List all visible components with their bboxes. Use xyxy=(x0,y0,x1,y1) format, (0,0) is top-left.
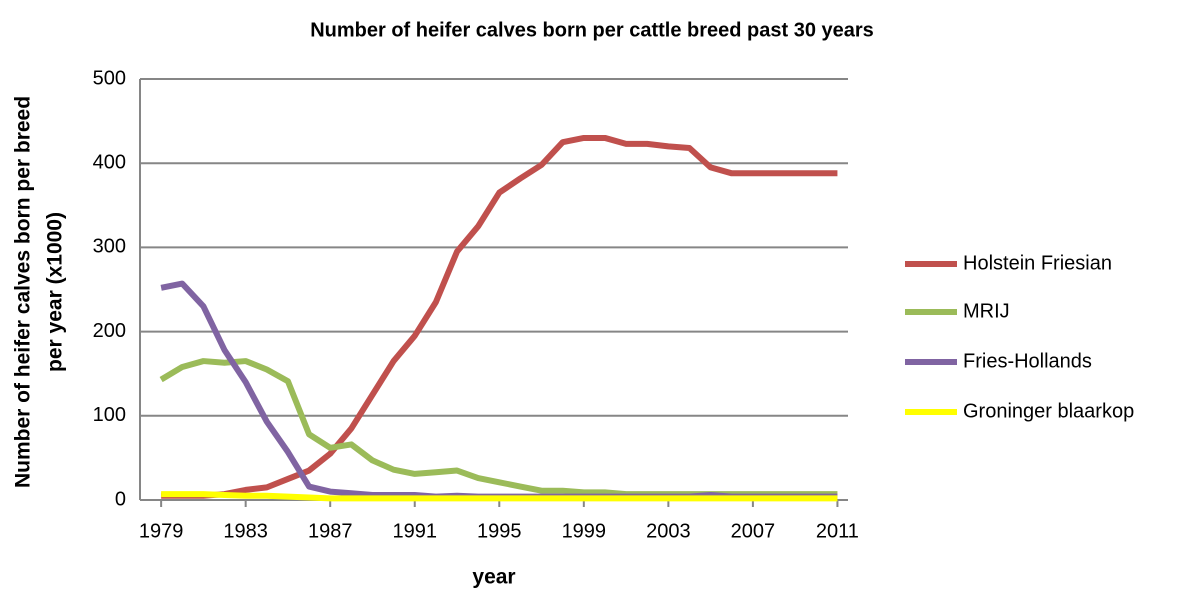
x-tick-label: 1991 xyxy=(392,520,437,542)
chart-title: Number of heifer calves born per cattle … xyxy=(310,19,874,41)
y-tick-label: 0 xyxy=(115,488,126,510)
y-axis-label: Number of heifer calves born per breed xyxy=(12,96,35,488)
y-axis-label: per year (x1000) xyxy=(44,212,67,372)
x-tick-label: 1979 xyxy=(139,520,184,542)
x-axis-label: year xyxy=(472,566,515,589)
y-tick-label: 100 xyxy=(93,404,126,426)
legend-label: MRIJ xyxy=(963,300,1010,322)
series-line xyxy=(161,491,838,502)
legend-label: Holstein Friesian xyxy=(963,252,1112,274)
series-line xyxy=(161,134,838,499)
series-line xyxy=(159,358,838,498)
legend-label: Groninger blaarkop xyxy=(963,400,1134,422)
x-tick-label: 1987 xyxy=(308,520,353,542)
y-tick-label: 400 xyxy=(93,151,126,173)
series-line xyxy=(160,280,838,500)
x-tick-label: 2007 xyxy=(731,520,776,542)
y-tick-label: 500 xyxy=(93,67,126,89)
x-tick-label: 2003 xyxy=(646,520,691,542)
y-tick-label: 200 xyxy=(93,320,126,342)
x-tick-label: 1995 xyxy=(477,520,522,542)
x-tick-label: 2011 xyxy=(816,520,859,542)
x-tick-label: 1983 xyxy=(223,520,268,542)
x-tick-label: 1999 xyxy=(562,520,607,542)
legend-label: Fries-Hollands xyxy=(963,350,1092,372)
y-tick-label: 300 xyxy=(93,236,126,258)
